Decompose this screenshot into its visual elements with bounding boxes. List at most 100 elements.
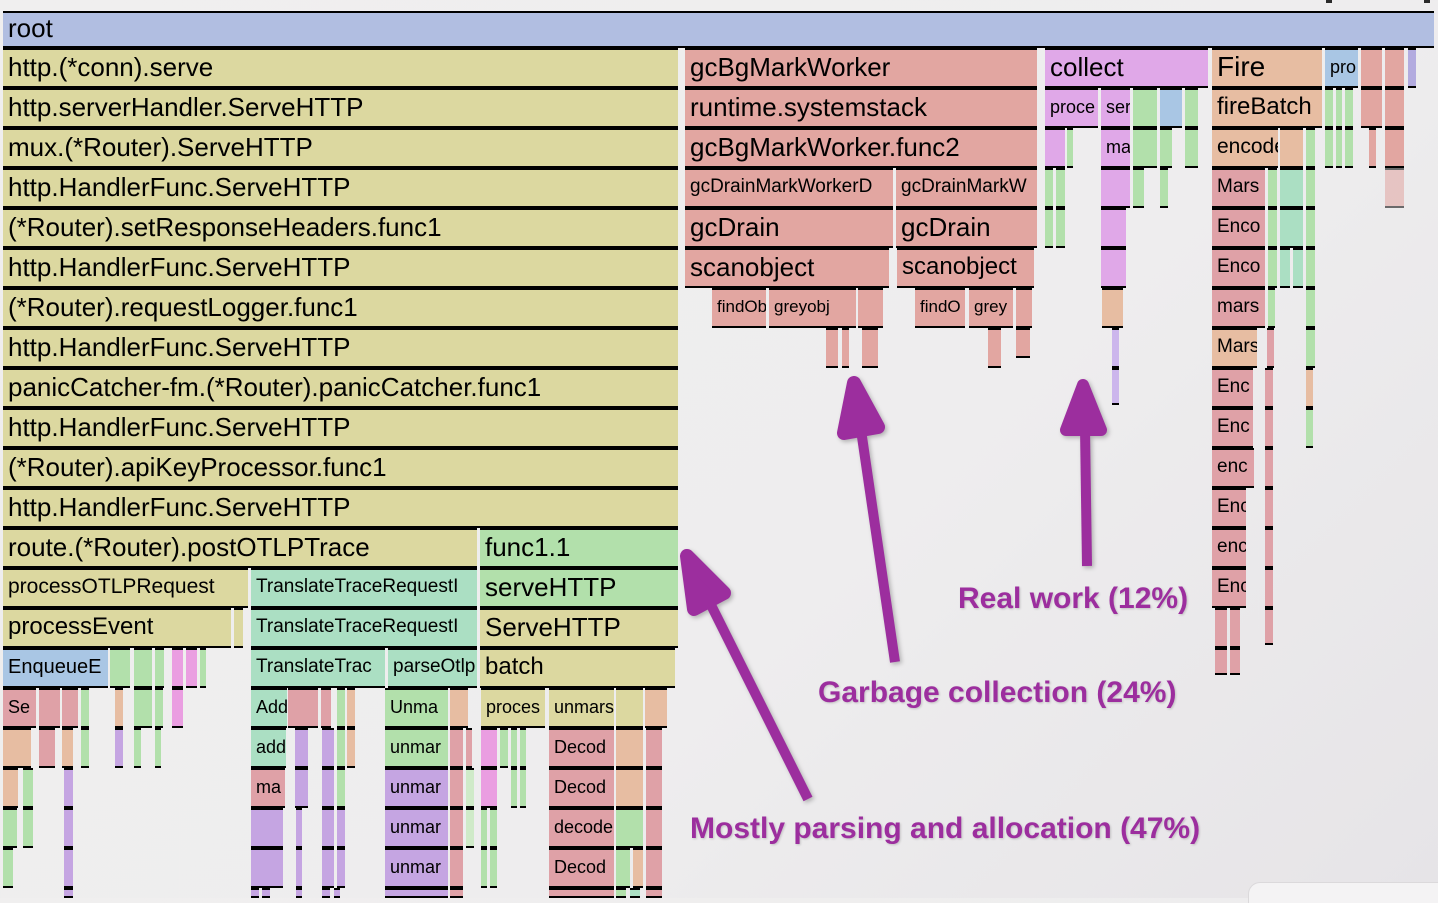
flame-frame[interactable]: [645, 688, 667, 728]
flame-frame[interactable]: [296, 888, 302, 898]
flame-frame[interactable]: [1215, 608, 1227, 648]
flame-frame[interactable]: [3, 768, 18, 808]
flame-frame[interactable]: [466, 808, 474, 848]
flame-frame[interactable]: [64, 848, 73, 888]
flame-frame[interactable]: [1280, 208, 1303, 248]
frame-processevent[interactable]: processEvent: [3, 608, 231, 648]
flame-frame[interactable]: [646, 728, 662, 768]
flame-frame[interactable]: [1265, 568, 1273, 608]
frame-func1-1[interactable]: func1.1: [480, 528, 678, 568]
frame-enco[interactable]: Enco: [1212, 248, 1265, 288]
flame-frame[interactable]: [1408, 48, 1416, 88]
flame-frame[interactable]: [1361, 48, 1382, 88]
flame-frame[interactable]: [262, 888, 270, 898]
frame-root[interactable]: root: [3, 11, 1434, 48]
flame-frame[interactable]: [1385, 128, 1404, 168]
flame-frame[interactable]: [337, 848, 345, 888]
flame-frame[interactable]: [1280, 128, 1303, 168]
frame-gcbgmarkworker[interactable]: gcBgMarkWorker: [685, 48, 1037, 88]
flame-frame[interactable]: [110, 648, 130, 688]
flame-frame[interactable]: [1268, 168, 1277, 208]
frame-router-apikeyprocessor-func1[interactable]: (*Router).apiKeyProcessor.func1: [3, 448, 678, 488]
frame-servehttp[interactable]: serveHTTP: [480, 568, 678, 608]
flame-frame[interactable]: [1306, 328, 1315, 368]
frame-router-setresponseheaders-func1[interactable]: (*Router).setResponseHeaders.func1: [3, 208, 678, 248]
frame-decode[interactable]: decode: [549, 808, 614, 848]
flame-frame[interactable]: [1306, 208, 1315, 248]
frame-translatetrac[interactable]: TranslateTrac: [251, 648, 385, 688]
frame-grey[interactable]: grey: [969, 288, 1013, 328]
flame-frame[interactable]: [1265, 408, 1273, 448]
flame-frame[interactable]: [511, 768, 517, 808]
flame-frame[interactable]: [450, 888, 463, 898]
flame-frame[interactable]: [481, 808, 487, 848]
flame-frame[interactable]: [1265, 488, 1273, 528]
flame-frame[interactable]: [616, 728, 643, 768]
flame-frame[interactable]: [155, 728, 161, 768]
frame-http-handlerfunc-servehttp[interactable]: http.HandlerFunc.ServeHTTP: [3, 248, 678, 288]
flame-frame[interactable]: [1325, 128, 1333, 168]
flame-frame[interactable]: [3, 808, 17, 848]
flame-frame[interactable]: [81, 728, 89, 768]
flame-frame[interactable]: [295, 728, 308, 768]
flame-frame[interactable]: [511, 728, 517, 768]
flame-frame[interactable]: [1361, 88, 1382, 128]
flame-frame[interactable]: [64, 768, 73, 808]
flame-frame[interactable]: [616, 688, 643, 728]
flame-frame[interactable]: [1112, 368, 1119, 405]
frame-enco[interactable]: Enco: [1212, 208, 1265, 248]
frame-gcdrain[interactable]: gcDrain: [896, 208, 1037, 248]
frame-http-handlerfunc-servehttp[interactable]: http.HandlerFunc.ServeHTTP: [3, 328, 678, 368]
frame-gcdrainmarkw[interactable]: gcDrainMarkW: [896, 168, 1037, 208]
flame-frame[interactable]: [1385, 48, 1404, 88]
flame-frame[interactable]: [1293, 248, 1303, 288]
flame-frame[interactable]: [616, 848, 630, 888]
flame-frame[interactable]: [646, 768, 662, 808]
flame-frame[interactable]: [295, 768, 308, 808]
frame-firebatch[interactable]: fireBatch: [1212, 88, 1322, 128]
flame-frame[interactable]: [321, 688, 331, 728]
flame-frame[interactable]: [1306, 288, 1315, 328]
flame-frame[interactable]: [39, 688, 60, 728]
flame-frame[interactable]: [1133, 128, 1157, 168]
flame-frame[interactable]: [1016, 328, 1030, 358]
flame-frame[interactable]: [200, 648, 206, 688]
flame-frame[interactable]: [466, 728, 472, 768]
flame-frame[interactable]: [155, 648, 164, 688]
frame-enqueuee[interactable]: EnqueueE: [3, 648, 108, 688]
frame-gcdrain[interactable]: gcDrain: [685, 208, 893, 248]
flame-frame[interactable]: [1185, 88, 1198, 128]
frame-http-handlerfunc-servehttp[interactable]: http.HandlerFunc.ServeHTTP: [3, 408, 678, 448]
flame-frame[interactable]: [1045, 168, 1053, 208]
frame-enc[interactable]: Enc: [1212, 408, 1253, 448]
frame-mars[interactable]: Mars: [1212, 328, 1257, 368]
frame-servehttp[interactable]: ServeHTTP: [480, 608, 678, 648]
flame-frame[interactable]: [1185, 128, 1198, 168]
flame-frame[interactable]: [322, 808, 334, 848]
flame-frame[interactable]: [62, 728, 73, 768]
frame-scanobject[interactable]: scanobject: [897, 248, 1034, 288]
flame-frame[interactable]: [450, 808, 463, 848]
flame-frame[interactable]: [334, 888, 340, 898]
frame-enc[interactable]: Enc: [1212, 488, 1246, 528]
flame-frame[interactable]: [296, 808, 302, 848]
flame-frame[interactable]: [62, 688, 78, 728]
flame-frame[interactable]: [1336, 88, 1342, 128]
frame-mars[interactable]: Mars: [1212, 168, 1265, 208]
flame-frame[interactable]: [337, 728, 345, 768]
flame-frame[interactable]: [1101, 248, 1126, 288]
frame-enc[interactable]: Enc: [1212, 568, 1246, 608]
flame-frame[interactable]: [134, 648, 152, 688]
flame-frame[interactable]: [1385, 88, 1404, 128]
frame-gcbgmarkworker-func2[interactable]: gcBgMarkWorker.func2: [685, 128, 1037, 168]
flame-frame[interactable]: [1268, 288, 1275, 328]
frame-translatetracerequesti[interactable]: TranslateTraceRequestI: [251, 608, 477, 648]
flame-frame[interactable]: [296, 848, 302, 888]
flame-frame[interactable]: [630, 888, 640, 898]
frame-se[interactable]: Se: [3, 688, 36, 728]
flame-frame[interactable]: [81, 688, 89, 728]
flame-frame[interactable]: [1306, 128, 1315, 168]
flame-frame[interactable]: [23, 808, 33, 848]
flame-frame[interactable]: [1268, 208, 1277, 248]
frame-mux-router-servehttp[interactable]: mux.(*Router).ServeHTTP: [3, 128, 678, 168]
